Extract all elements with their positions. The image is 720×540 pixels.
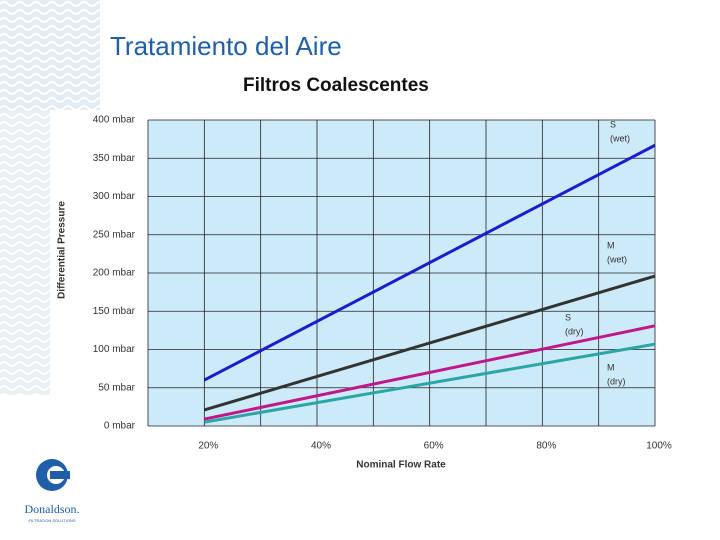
y-tick-label: 400 mbar [93,115,136,126]
x-tick-label: 100% [646,441,672,452]
y-tick-label: 200 mbar [93,268,136,279]
slide-subtitle: Filtros Coalescentes [243,75,429,96]
x-tick-label: 80% [536,441,556,452]
x-tick-label: 40% [311,441,331,452]
decor-pattern [0,0,100,110]
series-line [203,274,656,412]
decor-pattern [0,110,50,395]
y-axis-label: Differential Pressure [57,201,68,299]
y-tick-label: 0 mbar [104,421,136,432]
y-tick-label: 350 mbar [93,153,136,164]
series-line [204,342,656,424]
series-label: M [607,362,615,372]
x-tick-label: 60% [424,441,444,452]
series-line [203,143,656,382]
y-tick-label: 250 mbar [93,229,136,240]
logo-mark [50,471,70,479]
slide-title: Tratamiento del Aire [110,31,342,61]
y-tick-label: 150 mbar [93,306,136,317]
series-label: (dry) [565,326,584,336]
series-line [204,324,656,421]
y-tick-label: 300 mbar [93,191,136,202]
logo-name: Donaldson. [25,502,80,516]
y-tick-label: 50 mbar [98,382,135,393]
series-label: (dry) [607,376,626,386]
series-label: M [607,240,615,250]
series-label: S [565,312,571,322]
y-tick-label: 100 mbar [93,344,136,355]
series-label: (wet) [610,133,630,143]
logo: Donaldson. FILTRATION SOLUTIONS [25,459,80,523]
series-label: (wet) [607,254,627,264]
x-axis-label: Nominal Flow Rate [356,460,446,471]
x-tick-label: 20% [198,441,218,452]
logo-tagline: FILTRATION SOLUTIONS [29,518,76,523]
series-label: S [610,119,616,129]
